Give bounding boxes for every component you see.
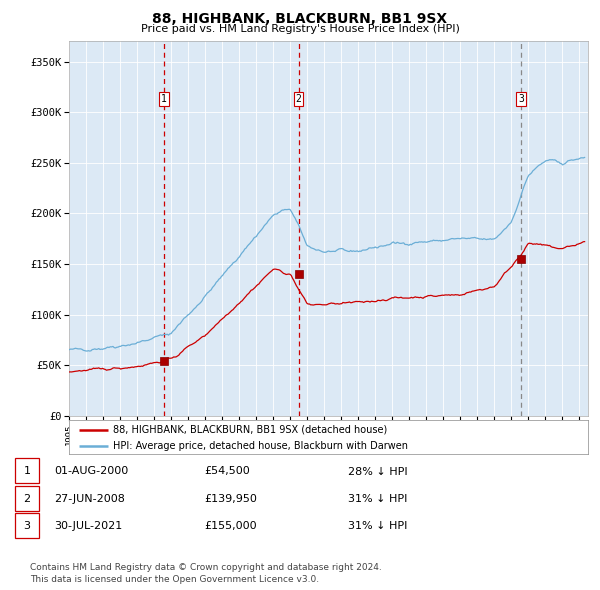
Text: 30-JUL-2021: 30-JUL-2021: [54, 521, 122, 531]
Text: 3: 3: [518, 94, 524, 104]
Text: 28% ↓ HPI: 28% ↓ HPI: [348, 467, 407, 477]
Text: 88, HIGHBANK, BLACKBURN, BB1 9SX: 88, HIGHBANK, BLACKBURN, BB1 9SX: [152, 12, 448, 26]
Text: 27-JUN-2008: 27-JUN-2008: [54, 494, 125, 504]
Text: £139,950: £139,950: [204, 494, 257, 504]
Text: 3: 3: [23, 521, 31, 531]
Text: £54,500: £54,500: [204, 467, 250, 477]
Text: 2: 2: [23, 494, 31, 504]
Text: Price paid vs. HM Land Registry's House Price Index (HPI): Price paid vs. HM Land Registry's House …: [140, 24, 460, 34]
Text: 01-AUG-2000: 01-AUG-2000: [54, 467, 128, 477]
Text: 1: 1: [23, 467, 31, 477]
Text: 31% ↓ HPI: 31% ↓ HPI: [348, 521, 407, 531]
Text: Contains HM Land Registry data © Crown copyright and database right 2024.: Contains HM Land Registry data © Crown c…: [30, 563, 382, 572]
Text: 2: 2: [296, 94, 301, 104]
Text: HPI: Average price, detached house, Blackburn with Darwen: HPI: Average price, detached house, Blac…: [113, 441, 408, 451]
Text: 1: 1: [161, 94, 167, 104]
Text: 88, HIGHBANK, BLACKBURN, BB1 9SX (detached house): 88, HIGHBANK, BLACKBURN, BB1 9SX (detach…: [113, 425, 388, 435]
Text: This data is licensed under the Open Government Licence v3.0.: This data is licensed under the Open Gov…: [30, 575, 319, 584]
Text: 31% ↓ HPI: 31% ↓ HPI: [348, 494, 407, 504]
Text: £155,000: £155,000: [204, 521, 257, 531]
